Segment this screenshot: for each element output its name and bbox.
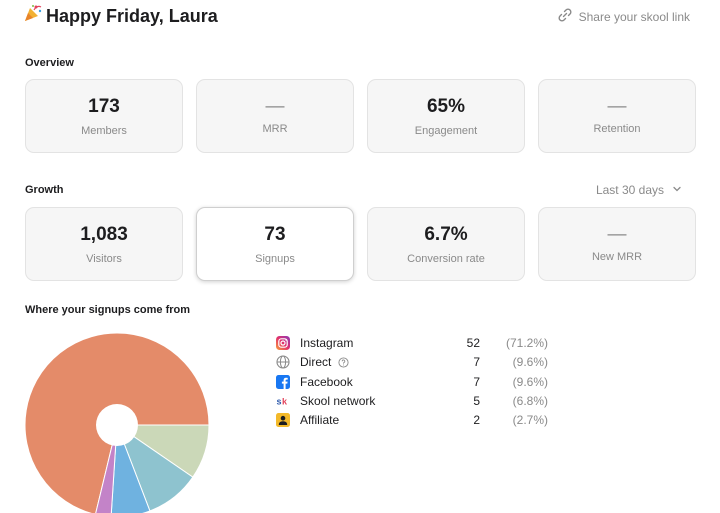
instagram-icon [276, 336, 290, 350]
new-mrr-label: New MRR [591, 251, 643, 263]
link-icon [557, 7, 573, 26]
globe-icon [276, 355, 290, 369]
legend-name: Facebook [300, 374, 353, 389]
chevron-down-icon [672, 183, 682, 197]
legend-name: Direct [300, 355, 332, 370]
skool-icon: s k [276, 394, 290, 408]
affiliate-icon [276, 413, 290, 428]
legend-count: 2 [473, 413, 480, 428]
legend-row-affiliate[interactable]: Affiliate 2 (2.7%) [276, 412, 556, 431]
members-label: Members [81, 125, 127, 137]
legend-row-instagram[interactable]: Instagram 52 (71.2%) [276, 335, 556, 354]
signups-card[interactable]: 73 Signups [196, 207, 354, 281]
svg-text:k: k [282, 396, 288, 406]
members-card[interactable]: 173 Members [25, 79, 183, 153]
retention-label: Retention [593, 123, 641, 135]
signup-sources-pie-chart [25, 332, 210, 513]
legend-row-direct[interactable]: Direct 7 (9.6%) [276, 354, 556, 373]
engagement-label: Engagement [414, 125, 478, 137]
legend-percent: (71.2%) [505, 336, 548, 350]
legend-percent: (2.7%) [512, 413, 548, 428]
mrr-value: — [265, 96, 285, 117]
engagement-value: 65% [426, 96, 466, 117]
facebook-icon [276, 374, 290, 389]
new-mrr-value: — [607, 224, 627, 245]
visitors-card[interactable]: 1,083 Visitors [25, 207, 183, 281]
conversion-rate-label: Conversion rate [407, 253, 485, 265]
period-label: Last 30 days [595, 183, 664, 197]
legend-name: Skool network [300, 393, 376, 408]
legend-name: Instagram [300, 336, 354, 350]
svg-text:s: s [277, 396, 282, 406]
greeting-title: Happy Friday, Laura [24, 4, 218, 27]
party-popper-icon [24, 4, 44, 27]
legend-row-facebook[interactable]: Facebook 7 (9.6%) [276, 374, 556, 393]
legend-percent: (9.6%) [512, 355, 548, 370]
visitors-label: Visitors [86, 253, 122, 265]
legend-percent: (9.6%) [512, 374, 548, 389]
pie-slice-affiliate[interactable] [95, 424, 118, 513]
help-icon[interactable] [338, 357, 349, 371]
share-link-button[interactable]: Share your skool link [557, 7, 690, 26]
signup-sources-legend: Instagram 52 (71.2%) Direct 7 (9.6%) [276, 335, 556, 431]
legend-percent: (6.8%) [512, 393, 548, 408]
engagement-card[interactable]: 65% Engagement [367, 79, 525, 153]
legend-row-skool-network[interactable]: s k Skool network 5 (6.8%) [276, 393, 556, 412]
conversion-rate-value: 6.7% [424, 224, 468, 245]
mrr-card[interactable]: — MRR [196, 79, 354, 153]
retention-value: — [607, 96, 627, 117]
growth-title: Growth [25, 184, 64, 196]
share-link-label: Share your skool link [578, 9, 690, 24]
signups-value: 73 [264, 224, 286, 245]
period-dropdown[interactable]: Last 30 days [596, 183, 682, 197]
members-value: 173 [88, 96, 120, 117]
pie-slice-skool-network[interactable] [110, 424, 151, 513]
legend-count: 7 [473, 374, 480, 389]
greeting-text: Happy Friday, Laura [46, 6, 218, 26]
legend-count: 7 [473, 355, 480, 370]
legend-count: 52 [466, 336, 480, 350]
page-header: Happy Friday, Laura Share your skool lin… [24, 4, 696, 28]
conversion-rate-card[interactable]: 6.7% Conversion rate [367, 207, 525, 281]
pie-center-hole [96, 404, 138, 446]
legend-name: Affiliate [300, 413, 340, 428]
visitors-value: 1,083 [80, 224, 128, 245]
legend-name-with-help: Direct [300, 355, 349, 371]
retention-card[interactable]: — Retention [538, 79, 696, 153]
new-mrr-card[interactable]: — New MRR [538, 207, 696, 281]
signups-label: Signups [255, 253, 295, 265]
overview-title: Overview [25, 57, 74, 69]
mrr-label: MRR [262, 123, 288, 135]
signup-sources-title: Where your signups come from [25, 304, 191, 316]
legend-count: 5 [473, 393, 480, 408]
